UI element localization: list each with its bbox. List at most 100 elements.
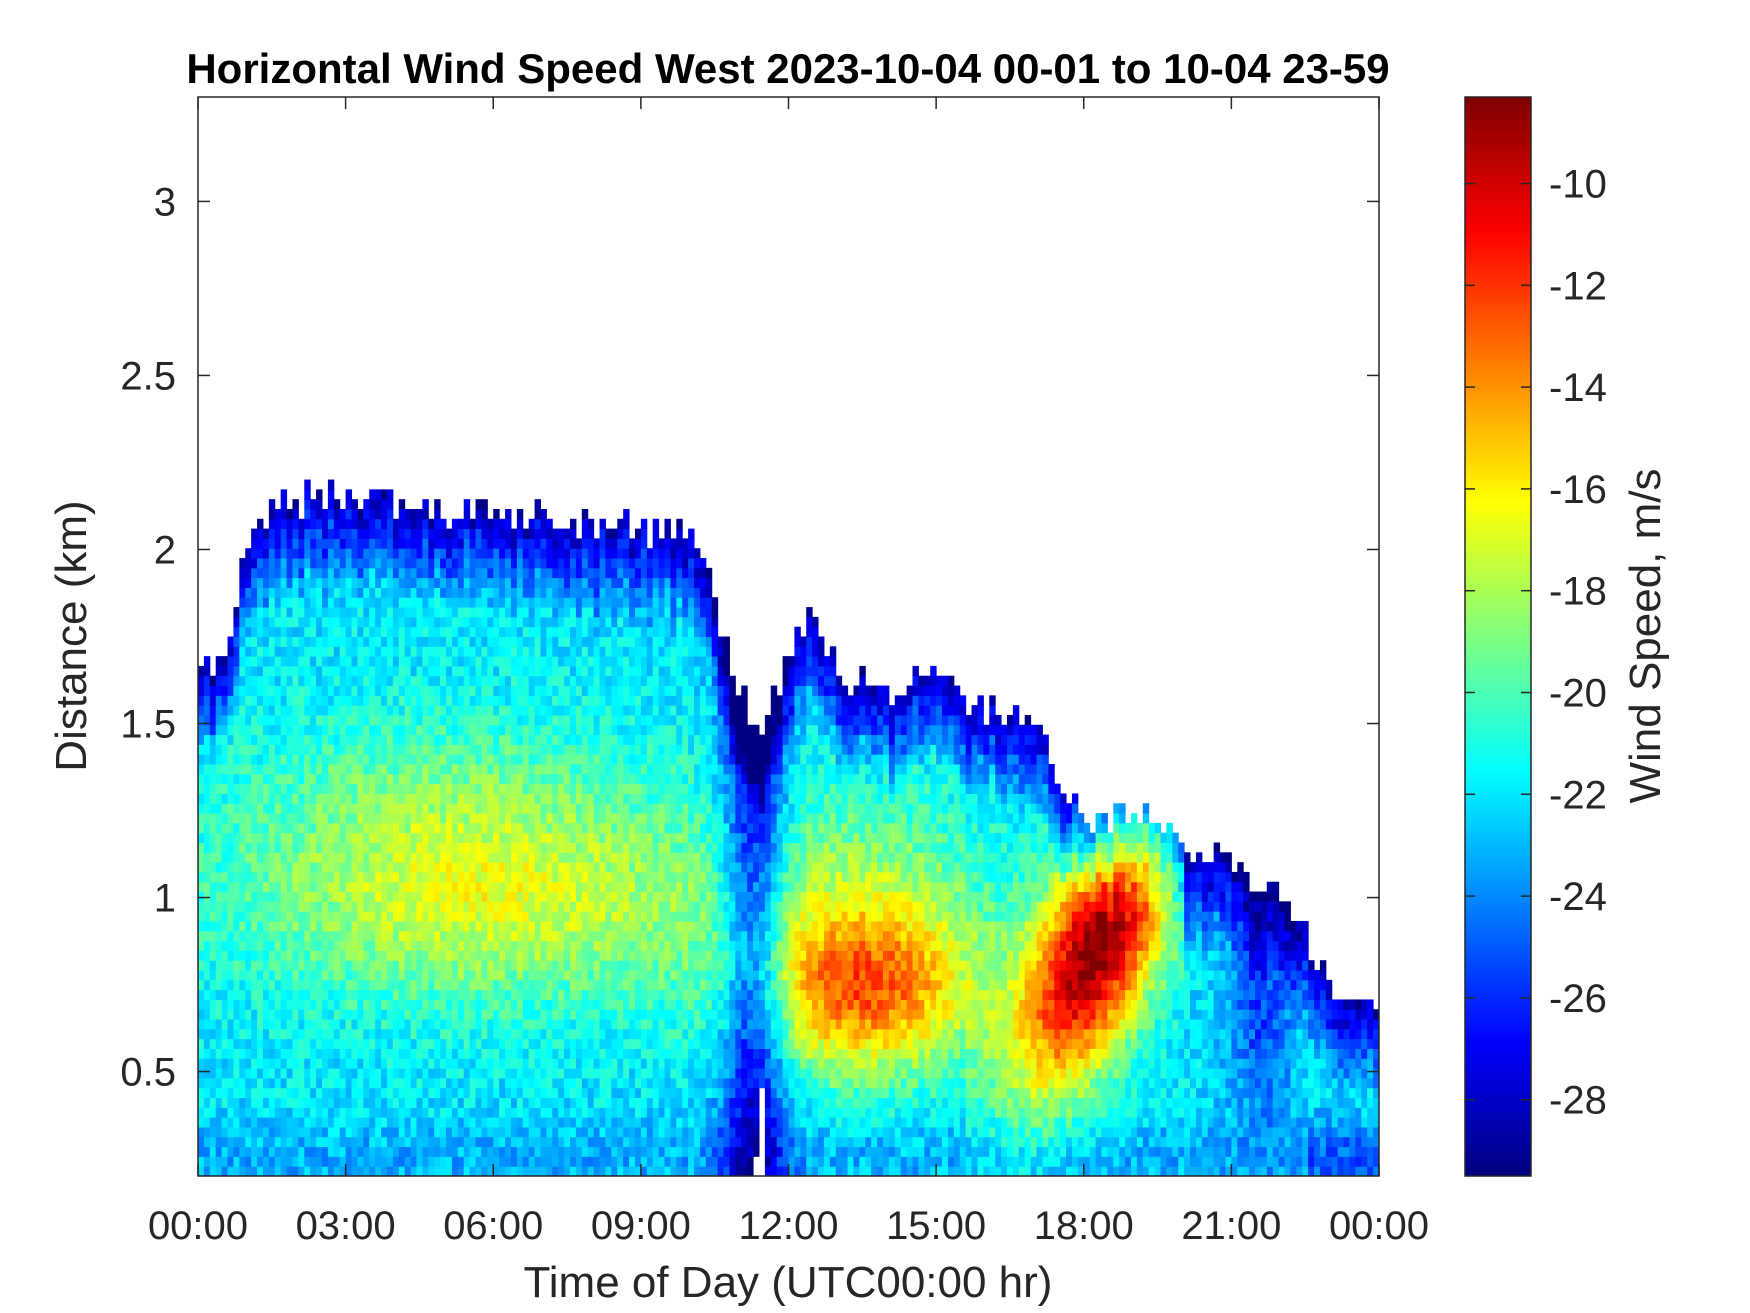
heatmap-cell (605, 1107, 612, 1118)
heatmap-cell (463, 1019, 471, 1030)
heatmap-cell (446, 1126, 453, 1138)
heatmap-cell (316, 881, 323, 893)
heatmap-cell (440, 1028, 447, 1040)
heatmap-cell (440, 646, 447, 657)
heatmap-cell (286, 940, 293, 951)
heatmap-cell (617, 930, 624, 942)
heatmap-cell (451, 1077, 459, 1089)
heatmap-cell (611, 675, 618, 687)
heatmap-cell (528, 626, 536, 637)
heatmap-cell (292, 822, 299, 834)
heatmap-cell (469, 1058, 477, 1069)
heatmap-cell (611, 891, 618, 902)
heatmap-cell (357, 803, 364, 814)
heatmap-cell (381, 724, 388, 736)
heatmap-cell (221, 1048, 229, 1059)
heatmap-cell (203, 871, 211, 883)
heatmap-cell (540, 911, 547, 922)
heatmap-cell (587, 822, 595, 834)
heatmap-cell (327, 567, 335, 579)
heatmap-cell (221, 979, 229, 991)
heatmap-cell (286, 989, 293, 1000)
heatmap-cell (357, 842, 364, 853)
heatmap-cell (209, 1107, 217, 1118)
heatmap-cell (410, 616, 417, 628)
heatmap-cell (617, 656, 624, 667)
heatmap-cell (339, 970, 347, 981)
heatmap-cell (629, 970, 636, 981)
heatmap-cell (316, 871, 323, 883)
heatmap-cell (304, 636, 311, 647)
heatmap-cell (481, 911, 488, 922)
heatmap-cell (363, 705, 370, 716)
heatmap-cell (257, 842, 264, 853)
heatmap-cell (381, 1117, 388, 1128)
heatmap-cell (558, 901, 565, 912)
heatmap-cell (398, 960, 406, 971)
heatmap-cell (481, 646, 488, 657)
heatmap-cell (386, 705, 394, 716)
heatmap-cell (351, 989, 358, 1000)
heatmap-cell (233, 646, 240, 657)
heatmap-cell (327, 744, 335, 755)
heatmap-cell (351, 499, 358, 510)
heatmap-cell (558, 1048, 565, 1059)
heatmap-cell (245, 675, 252, 687)
heatmap-cell (209, 744, 217, 755)
heatmap-cell (634, 685, 642, 696)
heatmap-cell (505, 548, 512, 559)
heatmap-cell (493, 734, 500, 745)
heatmap-cell (422, 597, 429, 608)
heatmap-cell (351, 783, 358, 794)
heatmap-cell (339, 665, 347, 677)
heatmap-cell (215, 1166, 223, 1176)
heatmap-cell (522, 960, 530, 971)
heatmap-cell (357, 783, 364, 794)
heatmap-cell (575, 734, 583, 745)
heatmap-cell (493, 970, 500, 981)
heatmap-cell (209, 999, 217, 1010)
heatmap-cell (398, 1146, 406, 1157)
heatmap-cell (322, 999, 329, 1010)
heatmap-cell (262, 803, 270, 814)
heatmap-cell (292, 793, 299, 804)
heatmap-cell (298, 1107, 305, 1118)
heatmap-cell (239, 901, 246, 912)
heatmap-cell (416, 930, 423, 942)
heatmap-cell (481, 842, 488, 853)
heatmap-cell (286, 1077, 293, 1089)
heatmap-cell (457, 518, 465, 530)
heatmap-cell (310, 940, 317, 951)
heatmap-cell (475, 979, 482, 991)
heatmap-cell (570, 1058, 577, 1069)
heatmap-cell (251, 636, 258, 647)
heatmap-cell (203, 1048, 211, 1059)
heatmap-cell (516, 999, 524, 1010)
heatmap-cell (327, 597, 335, 608)
heatmap-cell (581, 548, 589, 559)
heatmap-cell (611, 822, 618, 834)
heatmap-cell (475, 1166, 482, 1176)
heatmap-cell (369, 1019, 376, 1030)
heatmap-cell (262, 920, 270, 932)
heatmap-cell (357, 1019, 364, 1030)
heatmap-cell (611, 754, 618, 765)
heatmap-cell (552, 1136, 559, 1148)
heatmap-cell (369, 1038, 376, 1049)
heatmap-cell (564, 705, 571, 716)
heatmap-cell (481, 871, 488, 883)
heatmap-cell (564, 1048, 571, 1059)
heatmap-cell (316, 773, 323, 785)
heatmap-cell (505, 616, 512, 628)
heatmap-cell (463, 626, 471, 637)
heatmap-cell (245, 1146, 252, 1157)
heatmap-cell (298, 587, 305, 598)
heatmap-cell (611, 970, 618, 981)
heatmap-cell (593, 1126, 601, 1138)
heatmap-cell (475, 940, 482, 951)
heatmap-cell (239, 754, 246, 765)
heatmap-cell (469, 813, 477, 824)
heatmap-cell (221, 950, 229, 961)
heatmap-cell (634, 548, 642, 559)
heatmap-cell (239, 1058, 246, 1069)
